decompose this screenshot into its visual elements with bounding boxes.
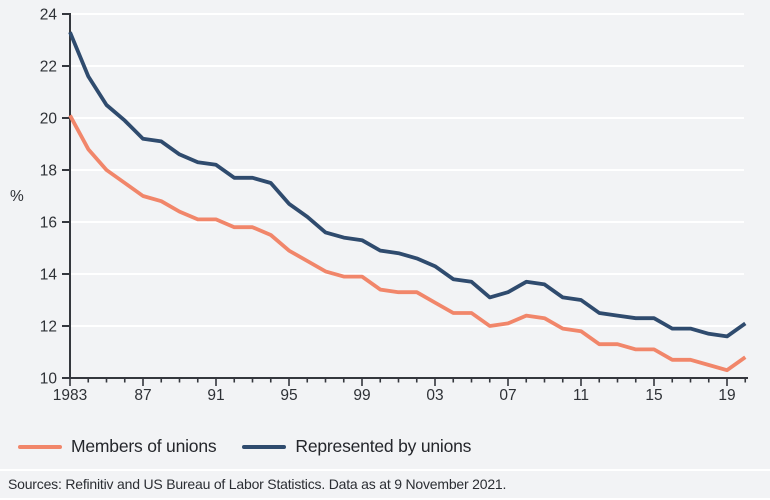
legend-label-members-of-unions: Members of unions (71, 436, 217, 456)
y-axis-unit-label: % (10, 188, 24, 205)
y-tick-label: 10 (40, 371, 58, 388)
x-tick-label: 87 (134, 387, 151, 404)
x-tick-label: 91 (207, 387, 224, 404)
chart-card: 10 12 14 16 18 20 22 24% 1983 87 91 95 99 03 07 11 15 19 … (0, 0, 770, 469)
x-tick-label: 19 (718, 387, 735, 404)
x-tick-label: 1983 (53, 387, 87, 404)
legend-item-members-of-unions: Members of unions (18, 436, 217, 457)
x-tick-label: 07 (499, 387, 516, 404)
series-line-represented-by-unions (68, 31, 747, 339)
chart-legend: Members of unions Represented by unions (18, 436, 471, 457)
y-tick-label: 12 (40, 319, 57, 336)
x-tick-label: 95 (280, 387, 297, 404)
series-line-members-of-unions (68, 114, 747, 373)
y-tick-label: 18 (40, 163, 57, 180)
legend-swatch-represented-by-unions (242, 444, 287, 449)
y-tick-label: 24 (40, 7, 58, 24)
x-tick-label: 11 (573, 387, 589, 404)
y-tick-label: 14 (40, 267, 58, 284)
source-text: Sources: Refinitiv and US Bureau of Labo… (8, 476, 507, 492)
line-chart: 10 12 14 16 18 20 22 24% 1983 87 91 95 99 03 07 11 15 19 (10, 7, 748, 404)
source-bar: Sources: Refinitiv and US Bureau of Labo… (0, 471, 770, 498)
legend-label-represented-by-unions: Represented by unions (295, 436, 472, 456)
y-tick-label: 20 (40, 111, 58, 128)
x-tick-label: 99 (353, 387, 370, 404)
legend-swatch-members-of-unions (18, 444, 62, 449)
legend-item-represented-by-unions: Represented by unions (242, 436, 471, 457)
y-tick-label: 16 (40, 215, 57, 232)
x-tick-label: 03 (426, 387, 443, 404)
y-tick-label: 22 (40, 59, 57, 76)
x-tick-label: 15 (645, 387, 662, 404)
